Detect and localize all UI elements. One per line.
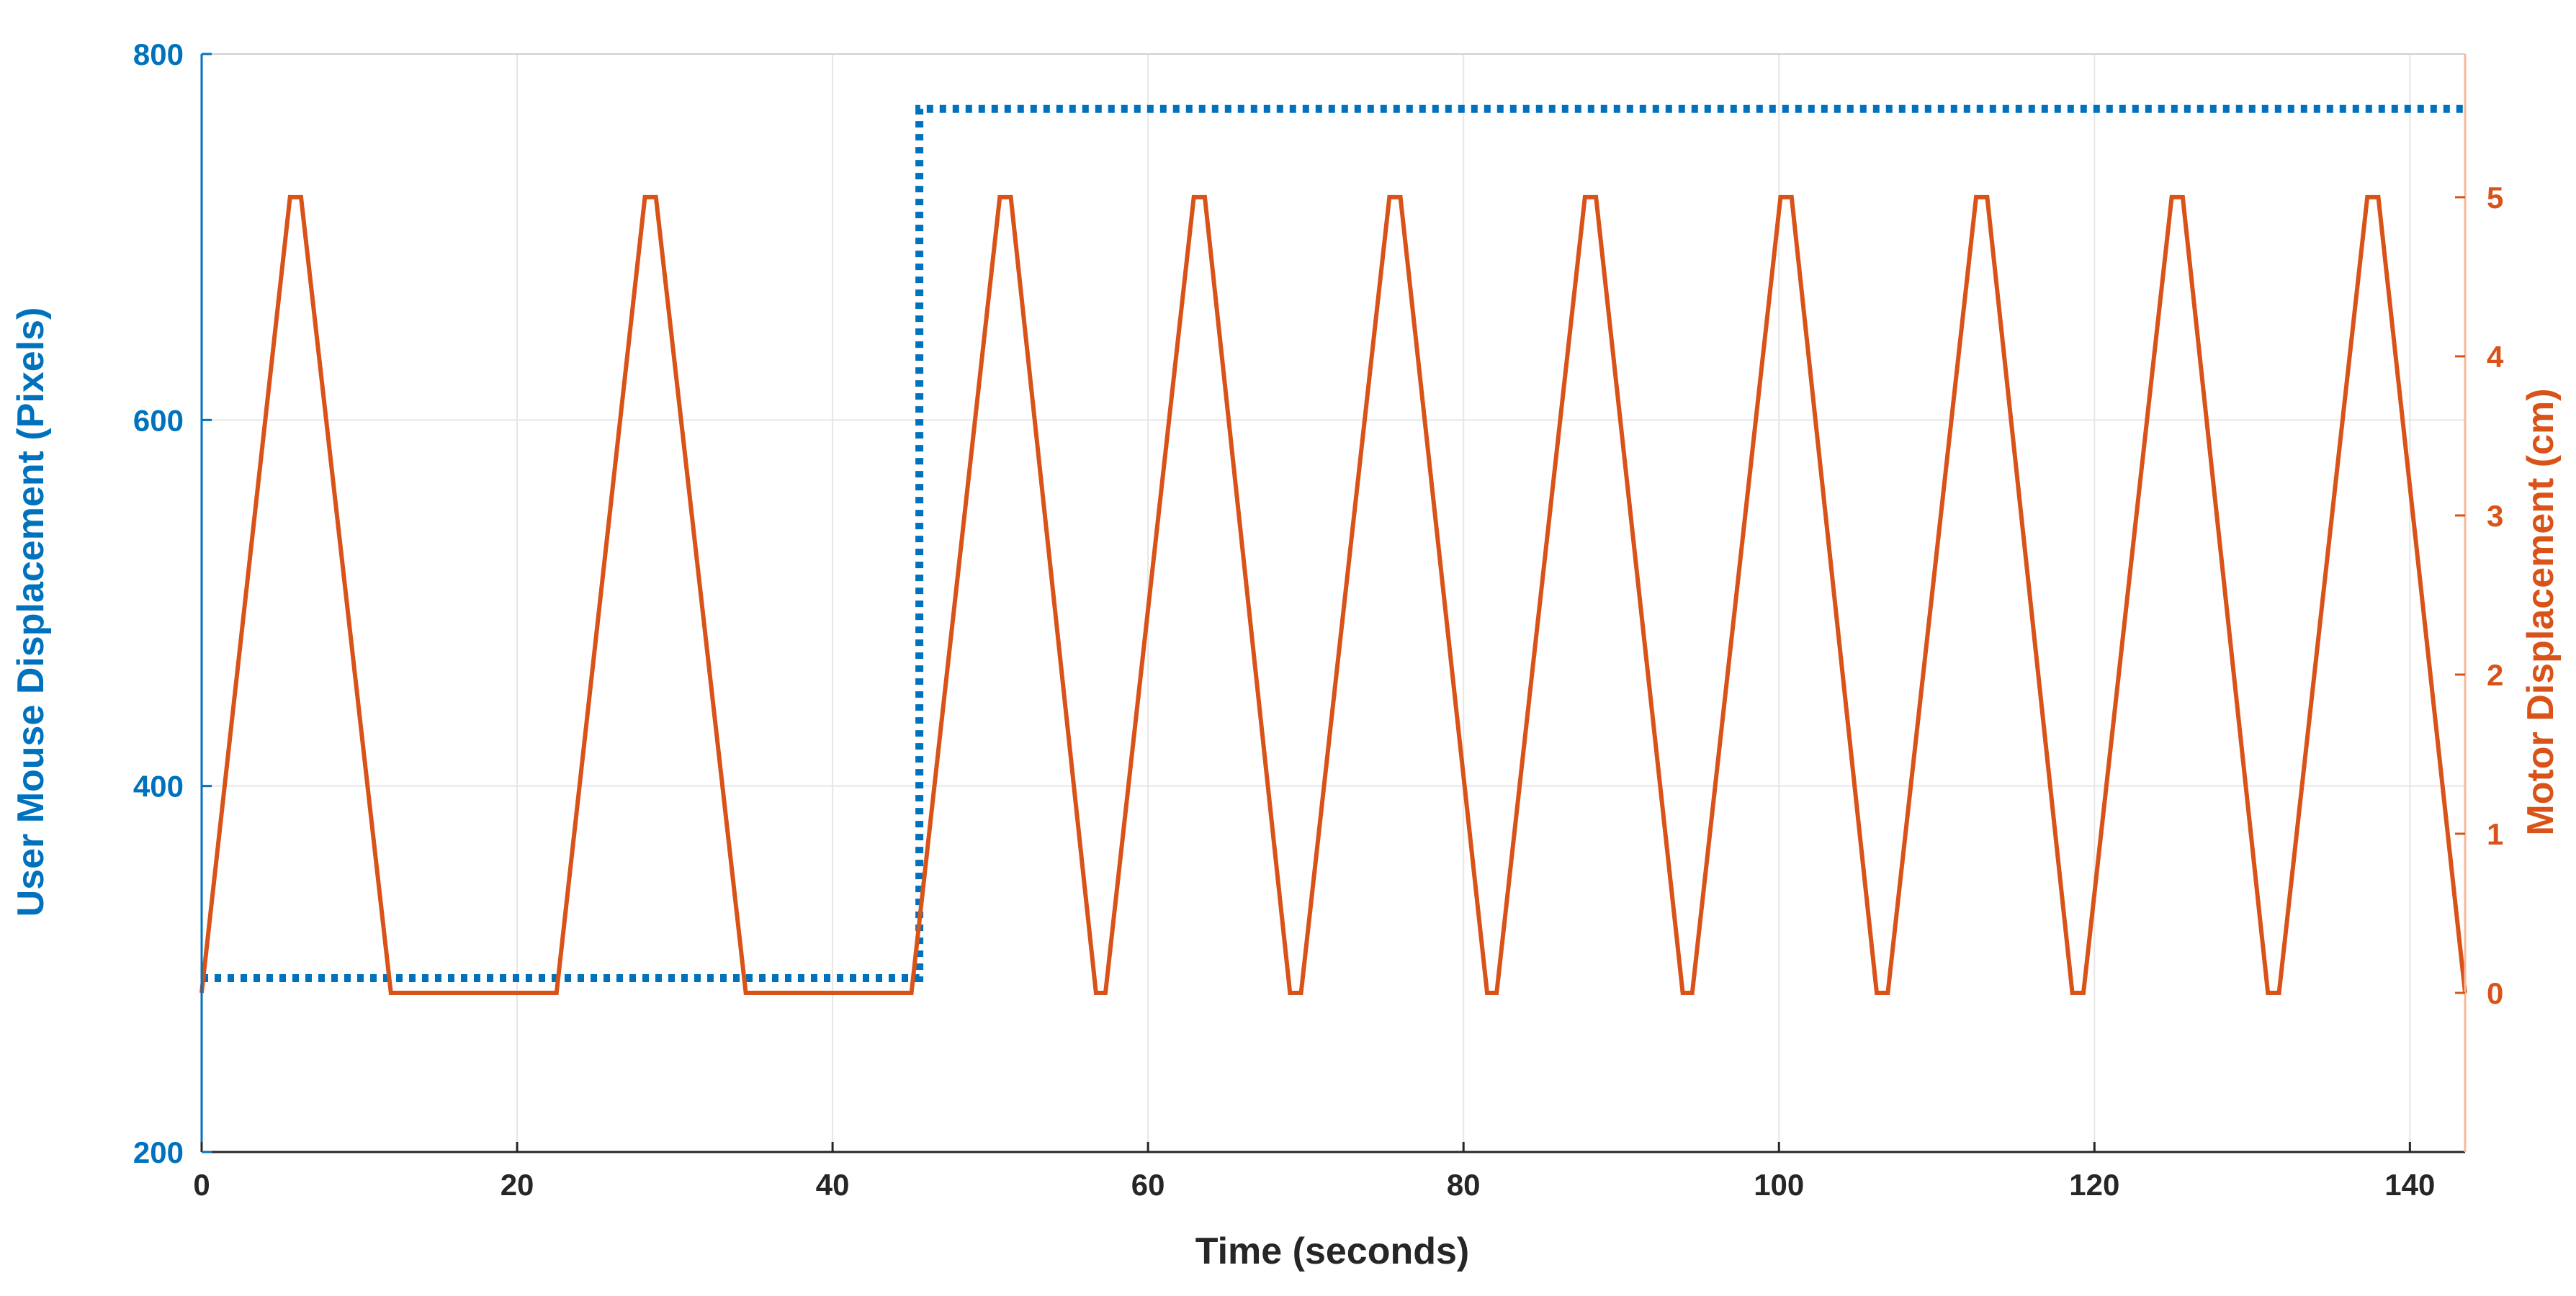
motor-displacement-line: [199, 194, 2467, 995]
left-y-tick-label: 600: [133, 403, 184, 437]
right-y-tick-label: 5: [2487, 181, 2503, 215]
right-y-tick-label: 0: [2487, 976, 2503, 1010]
x-tick-label: 0: [193, 1168, 210, 1202]
right-y-tick-label: 2: [2487, 658, 2503, 692]
x-axis-title: Time (seconds): [1195, 1230, 1469, 1272]
left-y-tick-label: 800: [133, 37, 184, 71]
x-tick-label: 60: [1131, 1168, 1165, 1202]
x-tick-label: 140: [2384, 1168, 2435, 1202]
right-y-tick-label: 1: [2487, 817, 2503, 851]
tick-labels: 0 20 40 60 80 100 120 140 200 400 600 800 0 1 2 3 4 5: [133, 37, 2504, 1202]
x-tick-label: 40: [816, 1168, 850, 1202]
x-tick-label: 20: [501, 1168, 534, 1202]
x-tick-label: 120: [2069, 1168, 2119, 1202]
left-y-tick-label: 200: [133, 1135, 184, 1169]
right-y-axis-title: Motor Displacement (cm): [2520, 388, 2562, 835]
x-tick-label: 100: [1754, 1168, 1804, 1202]
right-y-tick-label: 4: [2487, 340, 2504, 374]
x-tick-label: 80: [1447, 1168, 1481, 1202]
axes: [200, 53, 2467, 1153]
right-y-tick-label: 3: [2487, 499, 2503, 533]
left-y-axis-title: User Mouse Displacement (Pixels): [10, 307, 52, 917]
series-layer: [199, 104, 2467, 995]
left-y-tick-label: 400: [133, 770, 184, 804]
mouse-displacement-line: [202, 104, 2465, 982]
